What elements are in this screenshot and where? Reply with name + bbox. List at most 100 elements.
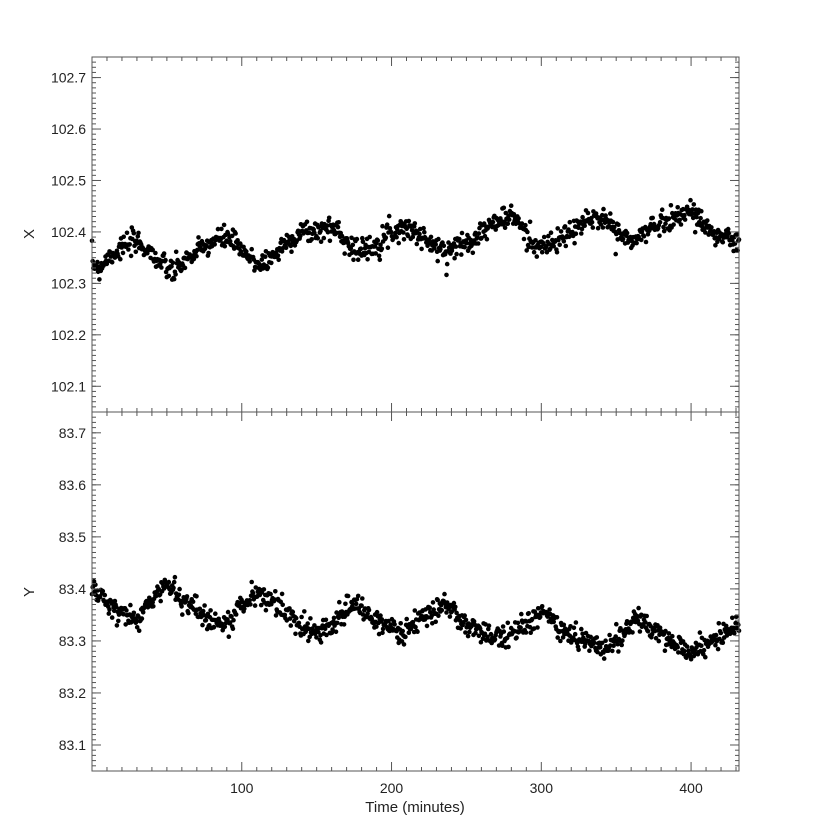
data-point xyxy=(302,609,307,614)
data-point xyxy=(380,630,385,636)
data-point xyxy=(703,230,708,235)
data-point xyxy=(296,620,302,626)
data-point xyxy=(500,624,506,629)
data-point xyxy=(541,234,547,240)
data-point xyxy=(109,615,115,620)
data-point xyxy=(453,244,459,249)
y-tick-label: 102.4 xyxy=(51,224,86,240)
data-point xyxy=(613,251,618,257)
data-point xyxy=(314,635,319,640)
data-point xyxy=(225,617,230,622)
data-point xyxy=(269,260,274,266)
data-point xyxy=(697,630,703,635)
data-point xyxy=(102,592,108,598)
panel-top-ticks xyxy=(92,56,739,413)
data-point xyxy=(233,612,239,617)
data-point xyxy=(171,585,176,591)
data-point xyxy=(386,618,391,624)
data-point xyxy=(392,622,397,627)
data-point xyxy=(561,239,567,244)
data-point xyxy=(191,256,197,262)
data-point xyxy=(299,614,304,620)
data-point xyxy=(259,257,265,262)
data-point xyxy=(547,607,552,612)
data-point xyxy=(591,640,597,645)
data-point xyxy=(580,214,585,220)
data-point xyxy=(433,619,439,625)
data-point xyxy=(637,629,643,634)
data-point xyxy=(579,626,584,632)
data-point xyxy=(603,213,608,218)
data-point xyxy=(398,621,404,626)
data-point xyxy=(394,234,399,240)
data-point xyxy=(200,608,206,614)
data-point xyxy=(429,613,435,619)
data-point xyxy=(535,625,540,630)
data-point xyxy=(134,625,140,630)
data-point xyxy=(526,611,531,616)
data-point xyxy=(159,265,164,270)
data-point xyxy=(179,267,184,273)
data-point xyxy=(668,203,674,208)
panel-bottom: 83.1 83.2 83.3 83.4 83.5 83.6 83.7 100 200 300 40… xyxy=(21,411,742,816)
data-point xyxy=(601,656,607,661)
data-point xyxy=(276,257,282,263)
data-point xyxy=(298,233,303,239)
data-point xyxy=(247,259,252,264)
data-point xyxy=(675,205,680,210)
data-point xyxy=(611,643,616,648)
data-point xyxy=(197,606,203,612)
data-point xyxy=(222,243,228,249)
data-point xyxy=(412,221,418,226)
data-point xyxy=(634,240,639,246)
data-point xyxy=(406,218,412,224)
data-point xyxy=(718,630,724,636)
data-point xyxy=(554,615,560,620)
data-point xyxy=(373,251,379,256)
x-tick-label: 100 xyxy=(230,780,254,796)
data-point xyxy=(140,610,146,615)
data-point xyxy=(486,623,492,628)
data-point xyxy=(505,620,511,626)
data-point xyxy=(124,608,129,613)
data-point xyxy=(572,240,577,246)
data-point xyxy=(470,250,476,256)
data-point xyxy=(194,253,199,259)
data-point xyxy=(453,604,458,610)
data-point xyxy=(395,227,400,232)
data-point xyxy=(521,236,527,242)
data-point xyxy=(112,598,118,604)
data-point xyxy=(406,630,412,635)
y-tick-label: 102.1 xyxy=(51,378,86,394)
data-point xyxy=(401,230,406,235)
data-point xyxy=(476,633,482,639)
data-point xyxy=(213,611,218,616)
data-point xyxy=(208,608,213,613)
data-point xyxy=(734,614,739,619)
data-point xyxy=(120,250,126,256)
data-point xyxy=(478,639,484,645)
data-point xyxy=(454,251,459,257)
data-point xyxy=(589,219,595,225)
data-point xyxy=(473,230,478,236)
data-point xyxy=(612,224,617,230)
data-point xyxy=(374,609,380,615)
data-point xyxy=(458,626,464,631)
data-point xyxy=(289,249,294,254)
data-point xyxy=(194,594,199,599)
data-point xyxy=(171,579,177,585)
data-point xyxy=(173,272,178,277)
data-point xyxy=(100,588,106,594)
data-point xyxy=(682,648,687,654)
data-point xyxy=(345,593,351,599)
data-point xyxy=(365,611,370,616)
panel-top-y-axis-title: X xyxy=(21,229,38,239)
data-point xyxy=(457,236,462,242)
data-point xyxy=(365,257,370,262)
data-point xyxy=(692,211,697,216)
data-point xyxy=(318,228,323,234)
data-point xyxy=(688,197,693,203)
data-point xyxy=(279,591,285,597)
data-point xyxy=(463,617,469,623)
data-point xyxy=(318,239,324,244)
